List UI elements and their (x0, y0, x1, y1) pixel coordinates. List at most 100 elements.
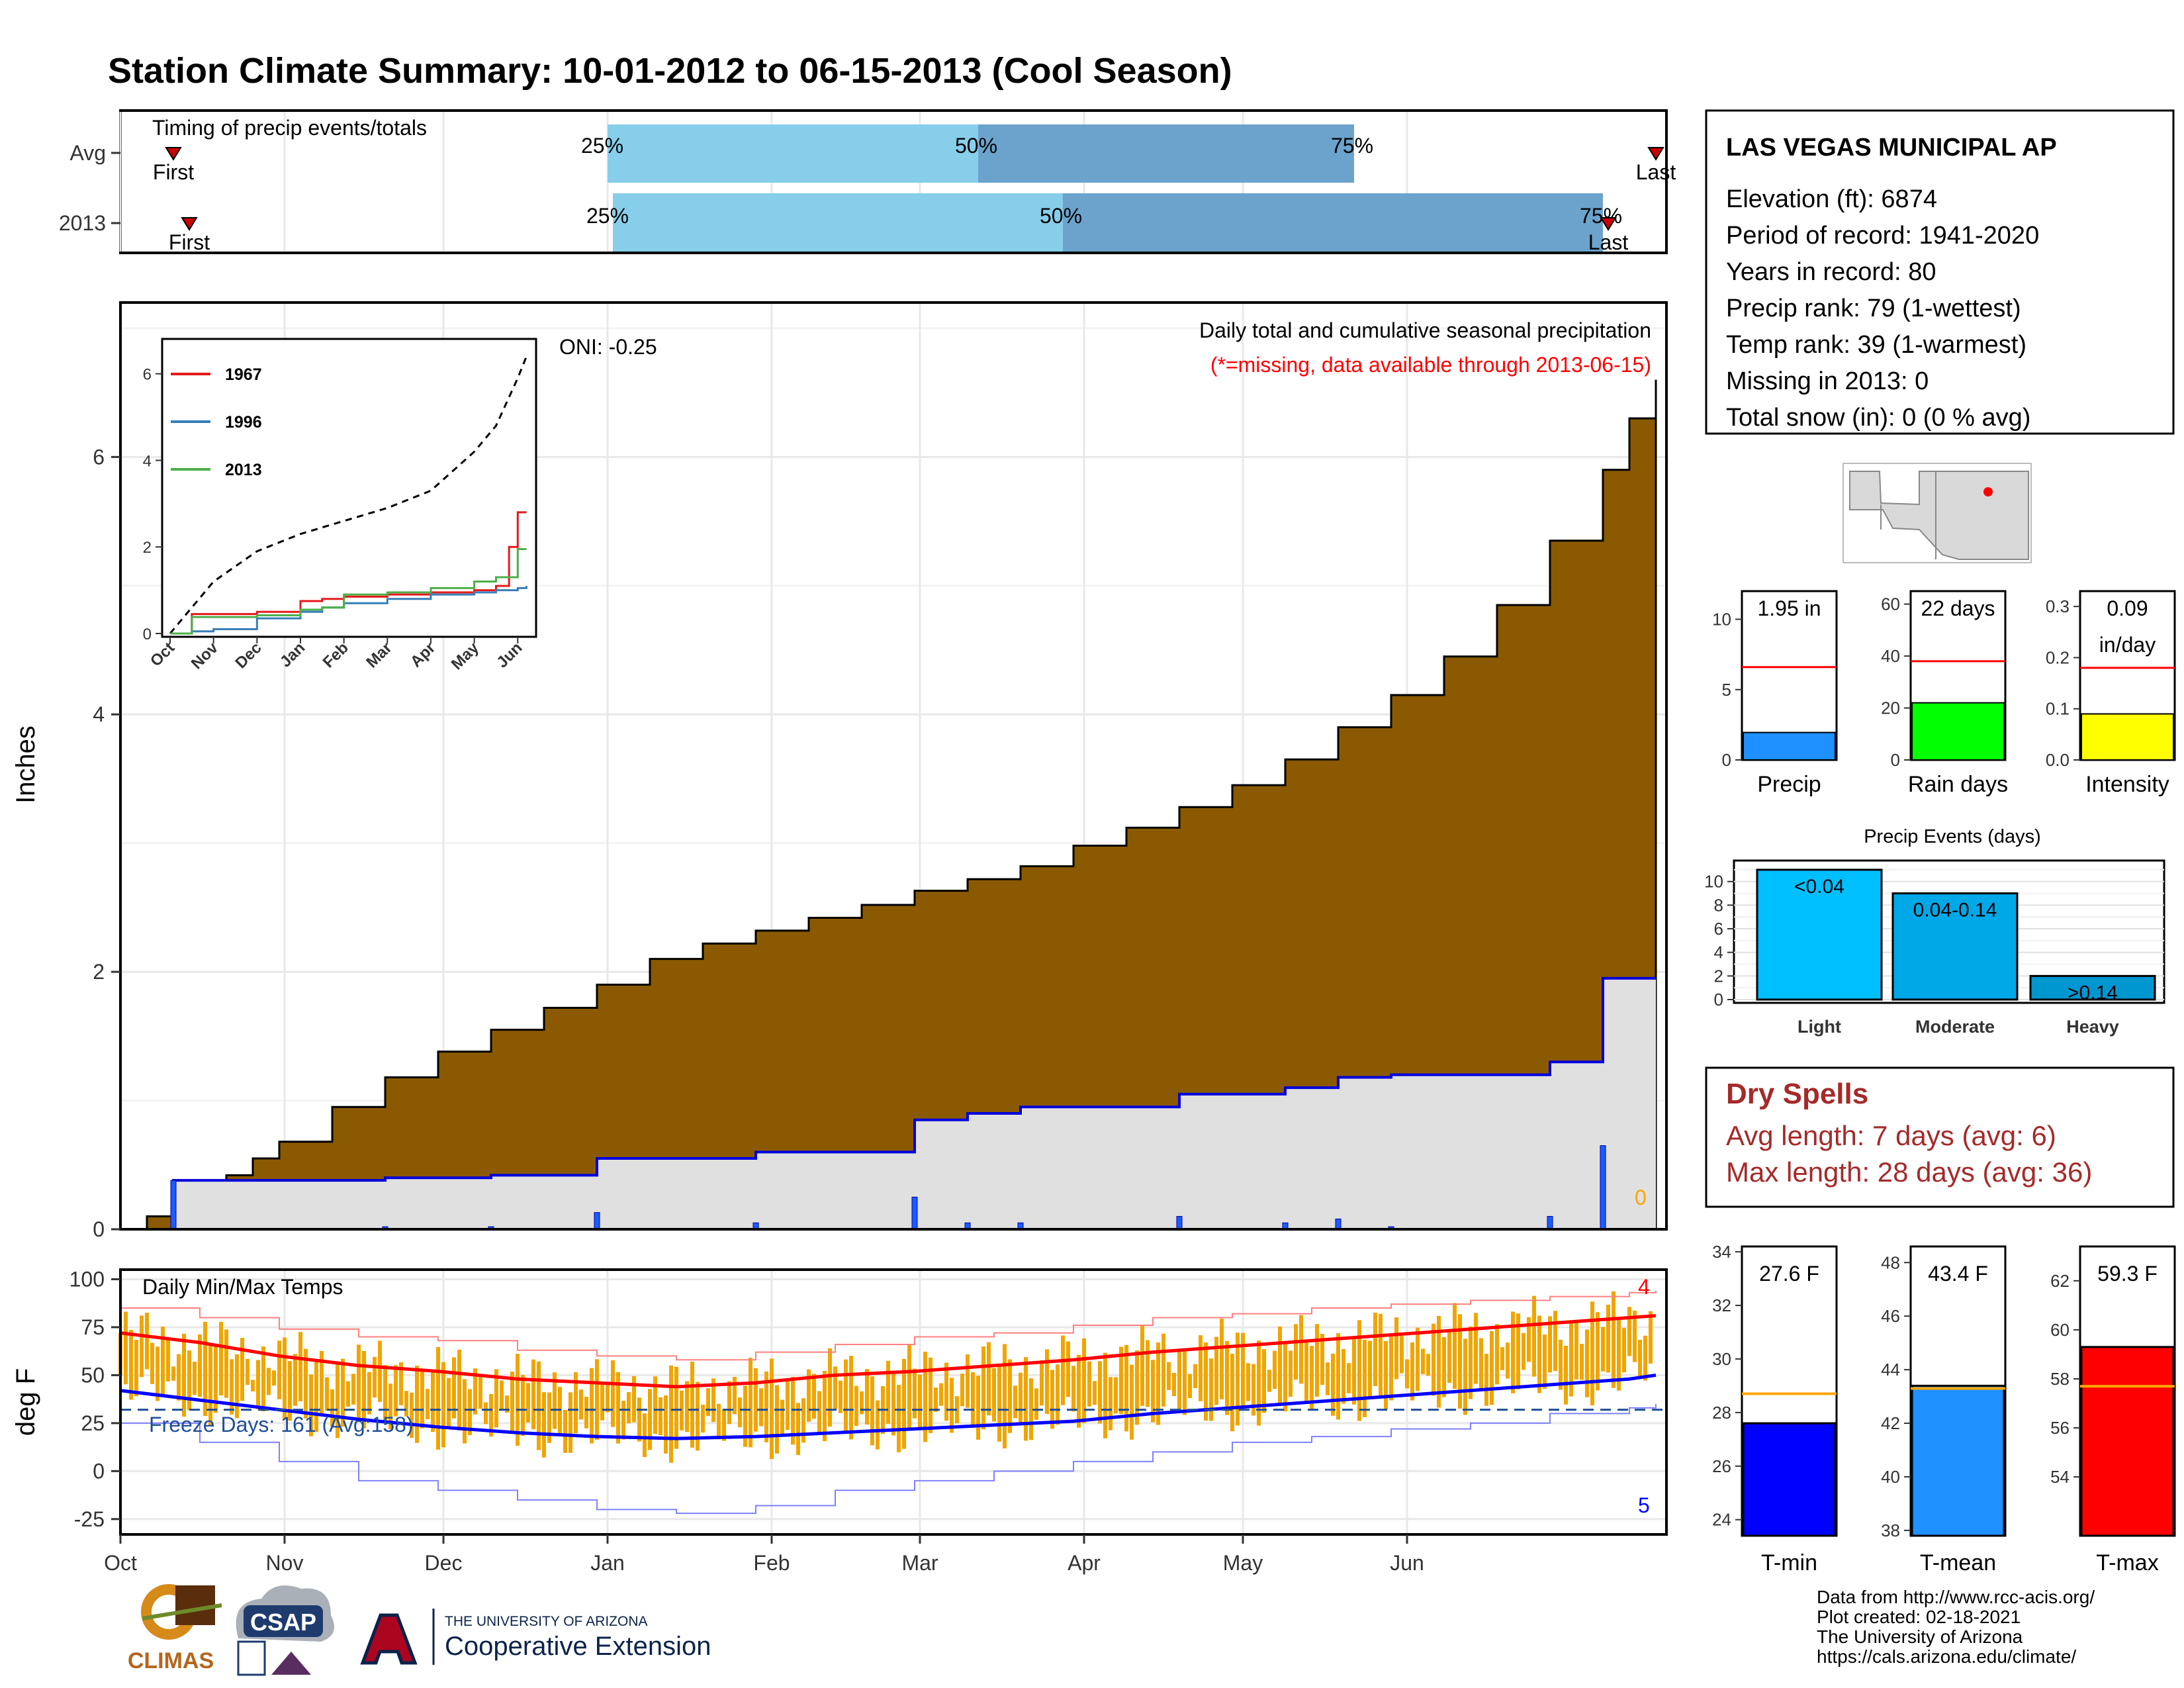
daily-temp-bar (314, 1361, 318, 1432)
daily-temp-bar (981, 1346, 985, 1430)
temp-bar-tick-label: 34 (1712, 1242, 1731, 1262)
events-tick-label: 8 (1714, 895, 1723, 915)
daily-temp-bar (251, 1380, 255, 1391)
events-bar-text: >0.14 (2068, 982, 2118, 1004)
timing-p25-label: 25% (581, 134, 623, 158)
daily-temp-bar (1267, 1370, 1271, 1392)
daily-temp-bar (1537, 1315, 1541, 1393)
last-event-marker (1647, 147, 1664, 161)
daily-temp-bar (722, 1409, 726, 1441)
daily-temp-bar (1400, 1336, 1404, 1374)
daily-temp-bar (637, 1397, 641, 1442)
temp-bar-label: T-mean (1920, 1550, 1996, 1575)
inset-series-line-2013 (170, 548, 527, 635)
average-cumulative-area (120, 379, 1657, 1231)
inset-y-tick-label: 4 (143, 452, 152, 470)
daily-temp-bar (246, 1358, 250, 1385)
season-summary-bars: 1.95 in 0 5 10 Precip 22 days 0 20 40 60 Rain days… (1712, 590, 2176, 797)
daily-temp-bar (1543, 1334, 1547, 1389)
mini-bar-value-label: 1.95 in (1757, 596, 1821, 620)
daily-temp-bar (1426, 1354, 1430, 1376)
record-high-count: 4 (1638, 1275, 1650, 1299)
events-bar-text: 0.04-0.14 (1913, 900, 1997, 921)
daily-temp-bar (1251, 1364, 1255, 1416)
daily-temp-bar (505, 1395, 509, 1413)
daily-temp-bar (193, 1362, 197, 1395)
daily-temp-bar (1564, 1345, 1568, 1405)
daily-temp-bar (161, 1327, 165, 1397)
daily-temp-bar (600, 1383, 604, 1421)
daily-temp-bar (563, 1409, 567, 1453)
daily-temp-bar (1463, 1338, 1467, 1415)
temp-bar-tick-label: 30 (1712, 1349, 1731, 1369)
daily-temp-bar (378, 1340, 382, 1402)
daily-temp-bar (1056, 1364, 1060, 1425)
temp-bar-value-label: 43.4 F (1928, 1262, 1988, 1286)
daily-temp-bar (1357, 1320, 1361, 1421)
daily-temp-bar (1638, 1340, 1642, 1380)
daily-temp-bar (1050, 1370, 1054, 1429)
daily-temp-bar (1135, 1350, 1139, 1425)
daily-temp-bar (1241, 1333, 1245, 1407)
ua-logo-top: THE UNIVERSITY OF ARIZONA (445, 1614, 648, 1629)
daily-temp-bar (1633, 1310, 1637, 1362)
daily-temp-bar (1352, 1336, 1356, 1405)
temp-bar-tick-label: 58 (2050, 1369, 2070, 1389)
precip-y-tick-label: 6 (93, 445, 105, 469)
mini-bar-frame (1741, 590, 1838, 761)
daily-temp-bar (1606, 1304, 1610, 1373)
daily-temp-bar (1548, 1316, 1552, 1373)
page-title: Station Climate Summary: 10-01-2012 to 0… (108, 51, 1232, 91)
daily-temp-bar (447, 1378, 451, 1429)
daily-temp-bar (468, 1389, 472, 1435)
daily-temp-bar (1331, 1353, 1335, 1416)
station-info-line: Temp rank: 39 (1-warmest) (1726, 331, 2026, 359)
daily-temp-bar (1257, 1340, 1261, 1426)
daily-temp-bar (293, 1354, 297, 1406)
temp-bar-tick-label: 26 (1712, 1456, 1731, 1476)
temp-bar-tick-label: 60 (2050, 1320, 2070, 1340)
daily-temp-bar (643, 1413, 647, 1458)
daily-temp-bar (1177, 1349, 1181, 1414)
daily-temp-bar (738, 1397, 742, 1428)
daily-temp-bar (1384, 1340, 1388, 1410)
footer-credit-line: The University of Arizona (1817, 1626, 2023, 1647)
daily-temp-bar (1389, 1336, 1393, 1401)
daily-temp-bar (283, 1337, 287, 1420)
precip-y-tick-label: 2 (93, 960, 105, 984)
daily-temp-bar (595, 1359, 599, 1440)
daily-temp-bar (1484, 1354, 1488, 1406)
precip-y-tick-label: 0 (93, 1217, 105, 1241)
daily-temp-bar (1289, 1350, 1293, 1397)
season-temperature-bars: 27.6 F 24 26 28 30 32 34 T-min 43.4 F 38 40 42 44 46 4… (1712, 1242, 2176, 1575)
daily-temp-bar (1447, 1329, 1451, 1383)
daily-temp-bar (1437, 1315, 1441, 1408)
daily-temp-bar (1363, 1339, 1367, 1417)
daily-temp-bar (913, 1368, 917, 1419)
daily-temp-bar (812, 1374, 816, 1419)
daily-temp-bar (574, 1372, 578, 1434)
daily-temp-bar (1109, 1377, 1113, 1430)
temp-y-tick-label: 50 (81, 1363, 105, 1387)
events-tick-label: 10 (1704, 872, 1723, 892)
mini-bar-value (1743, 731, 1836, 761)
daily-temp-bar (394, 1365, 398, 1417)
events-tick-label: 2 (1714, 966, 1723, 986)
daily-temp-bar (1516, 1313, 1520, 1389)
station-name: LAS VEGAS MUNICIPAL AP (1726, 134, 2057, 162)
daily-temp-bar (277, 1340, 281, 1399)
daily-temp-bar (1246, 1363, 1250, 1401)
daily-temp-bar (849, 1356, 853, 1440)
temp-bar-label: T-max (2096, 1550, 2158, 1575)
daily-temp-bar (749, 1358, 752, 1448)
daily-temp-bar (823, 1371, 827, 1442)
events-bar (2029, 974, 2156, 1001)
daily-temp-bar (1045, 1349, 1049, 1415)
daily-temp-bar (1103, 1352, 1107, 1438)
daily-temp-bar (1220, 1319, 1224, 1399)
daily-temp-bar (1432, 1323, 1435, 1396)
daily-temp-bar (1553, 1311, 1557, 1372)
daily-temp-bar (659, 1397, 662, 1436)
daily-temp-bar (897, 1385, 901, 1452)
month-label: Dec (425, 1551, 463, 1575)
